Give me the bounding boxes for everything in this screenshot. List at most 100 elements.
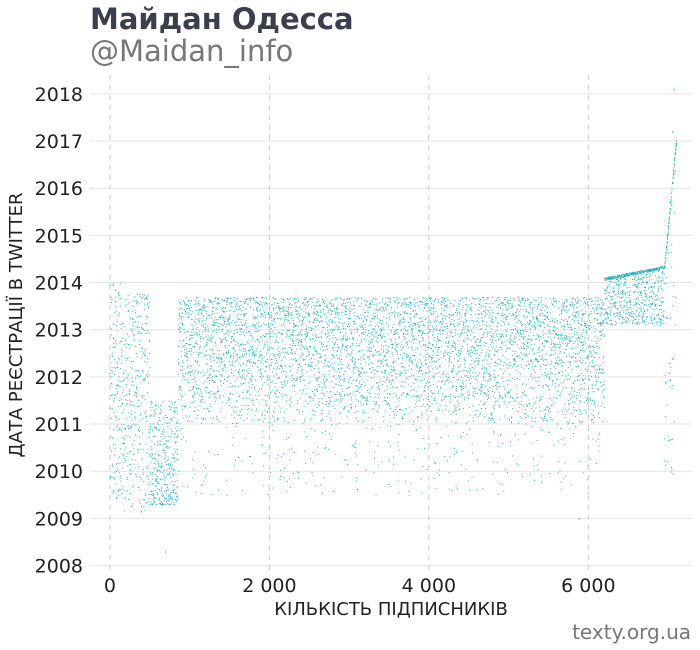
data-point [304, 420, 306, 422]
data-point [421, 337, 423, 339]
data-point [234, 340, 236, 342]
data-point [481, 337, 483, 339]
data-point [196, 328, 198, 330]
data-point [395, 372, 397, 374]
data-point [276, 366, 278, 368]
data-point [282, 396, 284, 398]
data-point [220, 342, 222, 344]
data-point [450, 303, 451, 305]
data-point [335, 423, 337, 425]
data-point [405, 481, 407, 483]
data-point [323, 304, 325, 306]
data-point [329, 330, 331, 332]
data-point [237, 342, 239, 344]
data-point [477, 416, 479, 418]
data-point [469, 428, 471, 430]
data-point [378, 302, 380, 304]
data-point [335, 355, 337, 357]
data-point [141, 511, 143, 513]
data-point [258, 339, 260, 341]
data-point [382, 358, 384, 360]
data-point [198, 334, 200, 336]
data-point [349, 297, 351, 299]
data-point [483, 311, 485, 313]
data-point [352, 392, 354, 394]
data-point [409, 356, 411, 358]
data-point [196, 352, 198, 354]
data-point [432, 311, 434, 313]
data-point [430, 385, 432, 387]
data-point [410, 341, 412, 343]
data-point [248, 456, 250, 458]
data-point [168, 464, 170, 466]
data-point [316, 302, 318, 304]
data-point [389, 338, 391, 340]
data-point [112, 352, 114, 354]
data-point [428, 372, 430, 374]
data-point [365, 318, 367, 320]
data-point [173, 475, 174, 477]
data-point [255, 350, 257, 352]
data-point [483, 392, 485, 394]
data-point [114, 443, 116, 445]
data-point [457, 370, 459, 372]
data-point [214, 382, 216, 384]
data-point [303, 359, 305, 361]
data-point [433, 308, 435, 310]
data-point [487, 380, 489, 382]
data-point [115, 343, 117, 345]
data-point [268, 314, 270, 315]
data-point [397, 333, 399, 335]
data-point [278, 391, 280, 393]
data-point [163, 443, 165, 445]
data-point [382, 383, 384, 385]
data-point [140, 382, 142, 384]
data-point [143, 296, 145, 298]
data-point [277, 417, 279, 419]
data-point [313, 297, 315, 299]
data-point [466, 337, 468, 339]
data-point [216, 418, 218, 420]
data-point [268, 421, 270, 423]
data-point [216, 357, 218, 359]
data-point [276, 419, 278, 421]
data-point [198, 330, 200, 332]
data-point [321, 320, 323, 322]
data-point [417, 380, 419, 382]
data-point [368, 306, 370, 308]
data-point [185, 415, 187, 417]
data-point [200, 401, 202, 403]
data-point [365, 371, 367, 373]
data-point [430, 329, 432, 331]
data-point [228, 318, 230, 320]
data-point [229, 303, 231, 305]
data-point [254, 330, 256, 332]
data-point [487, 297, 488, 299]
data-point [380, 348, 382, 350]
data-point [425, 303, 427, 305]
data-point [486, 394, 488, 396]
data-point [138, 466, 140, 468]
data-point [454, 300, 456, 302]
data-point [238, 319, 240, 321]
data-point [356, 345, 358, 347]
data-point [179, 429, 181, 431]
data-point [381, 298, 383, 300]
data-point [154, 501, 156, 503]
data-point [473, 347, 475, 349]
data-point [128, 412, 130, 414]
data-point [434, 418, 436, 420]
data-point [404, 298, 406, 300]
data-point [222, 401, 224, 403]
data-point [263, 343, 265, 345]
data-point [362, 409, 364, 411]
data-point [302, 319, 304, 321]
data-point [266, 358, 268, 360]
data-point [358, 317, 360, 319]
data-point [456, 307, 458, 309]
data-point [459, 324, 461, 326]
data-point [134, 411, 136, 413]
data-point [163, 449, 165, 451]
data-point [505, 330, 507, 332]
data-point [467, 326, 469, 328]
